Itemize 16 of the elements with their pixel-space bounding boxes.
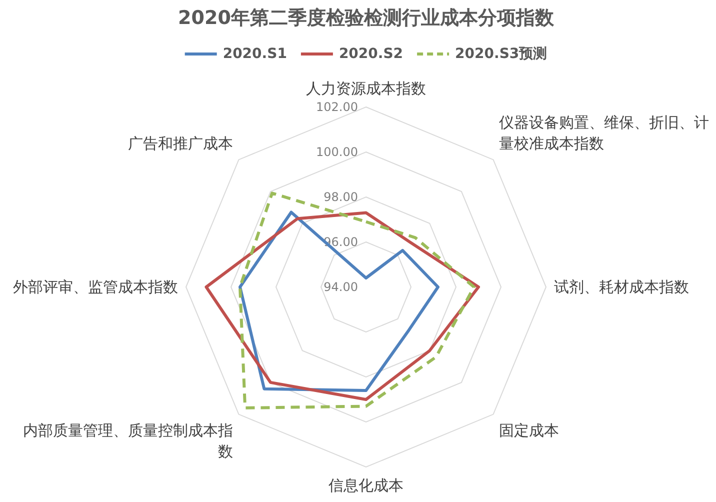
legend-label: 2020.S3预测	[455, 46, 548, 62]
legend-label: 2020.S2	[338, 46, 404, 62]
spoke-label: 信息化成本	[328, 476, 404, 494]
spoke-label: 仪器设备购置、维保、折旧、计量校准成本指数	[498, 114, 709, 153]
spoke-label: 人力资源成本指数	[306, 80, 426, 98]
y-tick-label: 102.00	[316, 100, 358, 114]
spoke-label: 内部质量管理、质量控制成本指数	[23, 421, 234, 460]
spoke-label: 广告和推广成本	[128, 134, 234, 153]
y-tick-label: 94.00	[324, 280, 358, 294]
y-tick-label: 98.00	[324, 190, 358, 204]
legend-label: 2020.S1	[222, 46, 287, 62]
spoke-label: 固定成本	[498, 421, 559, 440]
chart-title: 2020年第二季度检验检测行业成本分项指数	[178, 7, 555, 29]
spoke-label: 试剂、耗材成本指数	[554, 278, 689, 296]
y-tick-label: 100.00	[316, 145, 358, 159]
spoke-label: 外部评审、监管成本指数	[13, 278, 178, 296]
